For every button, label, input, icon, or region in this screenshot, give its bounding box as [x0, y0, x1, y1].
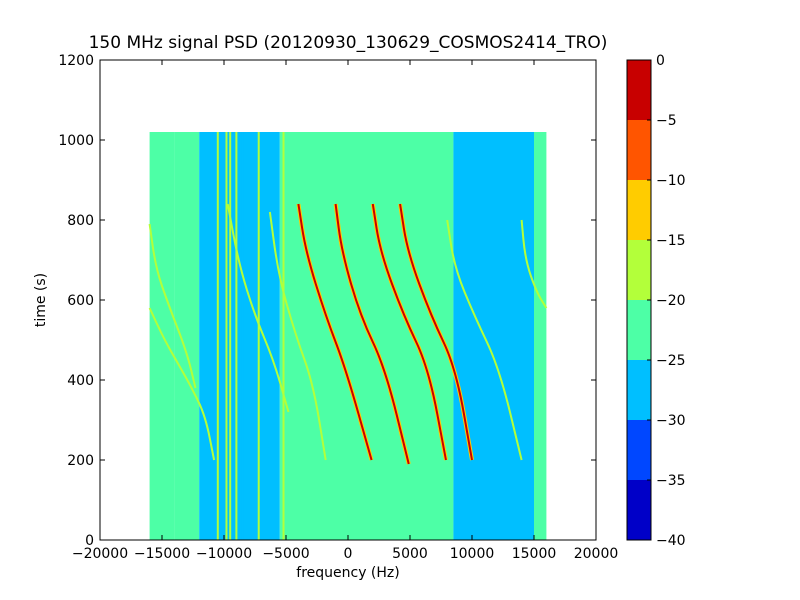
- x-tick-label-4: 0: [344, 546, 353, 562]
- signal-track-7: [399, 203, 473, 461]
- colorbar-swatch-5: [627, 180, 651, 240]
- heatmap-band-6: [534, 132, 547, 540]
- signal-track-5: [334, 203, 410, 465]
- y-tick-label-4: 800: [67, 213, 94, 229]
- signal-track-8: [446, 219, 523, 461]
- plot-area: −20000 −15000 −10000 −5000 0 5000 10000 15000 20…: [58, 53, 618, 562]
- y-tick-label-2: 400: [67, 373, 94, 389]
- colorbar-tick-label-8: 0: [656, 53, 665, 69]
- x-tick-label-2: −10000: [196, 546, 252, 562]
- heatmap-band-3: [279, 132, 441, 540]
- heatmap-band-5: [453, 132, 534, 540]
- x-tick-label-1: −15000: [134, 546, 190, 562]
- x-axis-label: frequency (Hz): [296, 565, 399, 581]
- signal-track-9: [520, 219, 548, 309]
- signal-track-4: [297, 203, 373, 461]
- colorbar-swatch-3: [627, 300, 651, 360]
- x-tick-label-5: 5000: [392, 546, 428, 562]
- colorbar-tick-label-0: −40: [656, 533, 686, 549]
- colorbar-tick-label-2: −30: [656, 413, 686, 429]
- y-axis-label: time (s): [33, 273, 49, 327]
- y-tick-label-0: 0: [85, 533, 94, 549]
- signal-track-2: [226, 203, 290, 413]
- colorbar-tick-label-1: −35: [656, 473, 686, 489]
- colorbar-tick-label-6: −10: [656, 173, 686, 189]
- y-tick-label-3: 600: [67, 293, 94, 309]
- signal-track-1: [148, 223, 197, 389]
- colorbar-swatch-0: [627, 480, 651, 540]
- colorbar: −40 −35 −30 −25 −20 −15 −10 −5 0: [626, 53, 686, 549]
- heatmap-band-2: [199, 132, 280, 540]
- x-tick-label-7: 15000: [512, 546, 557, 562]
- x-tick-label-8: 20000: [574, 546, 619, 562]
- colorbar-swatch-4: [627, 240, 651, 300]
- x-tick-label-6: 10000: [450, 546, 495, 562]
- signal-track-0: [148, 307, 216, 461]
- heatmap-band-1: [174, 132, 200, 540]
- chart-title: 150 MHz signal PSD (20120930_130629_COSM…: [89, 33, 608, 53]
- colorbar-tick-label-5: −15: [656, 233, 686, 249]
- y-tick-label-5: 1000: [58, 133, 94, 149]
- signal-track-3: [268, 211, 327, 461]
- y-tick-label-1: 200: [67, 453, 94, 469]
- signal-track-6: [371, 203, 447, 461]
- y-tick-label-6: 1200: [58, 53, 94, 69]
- x-tick-label-3: −5000: [262, 546, 309, 562]
- colorbar-tick-label-7: −5: [656, 113, 677, 129]
- colorbar-swatch-7: [627, 60, 651, 120]
- colorbar-swatch-1: [627, 420, 651, 480]
- x-tick-label-0: −20000: [72, 546, 128, 562]
- colorbar-tick-label-4: −20: [656, 293, 686, 309]
- colorbar-swatch-6: [627, 120, 651, 180]
- colorbar-tick-label-3: −25: [656, 353, 686, 369]
- colorbar-swatch-2: [627, 360, 651, 420]
